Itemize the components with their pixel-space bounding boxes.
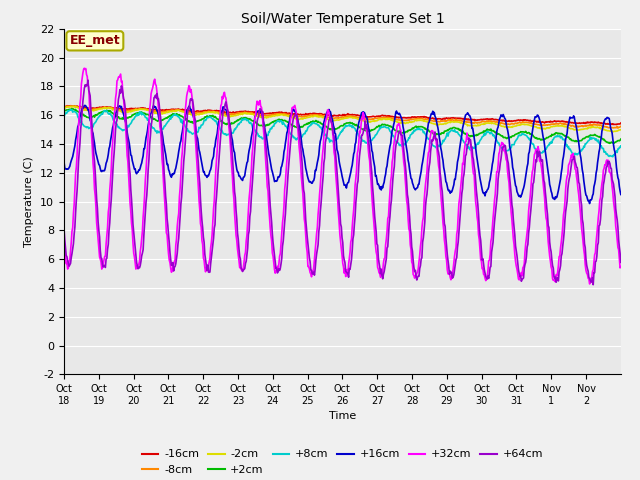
-2cm xyxy=(432,121,440,127)
-2cm xyxy=(70,103,78,109)
+32cm xyxy=(126,200,134,206)
Line: -2cm: -2cm xyxy=(64,106,621,132)
-2cm xyxy=(228,113,236,119)
+2cm xyxy=(432,131,440,137)
-8cm xyxy=(60,105,68,110)
-8cm xyxy=(617,123,625,129)
+8cm xyxy=(126,121,134,127)
+8cm xyxy=(60,114,68,120)
-16cm xyxy=(401,115,408,120)
Line: +16cm: +16cm xyxy=(64,106,621,204)
-16cm xyxy=(612,122,620,128)
+64cm xyxy=(126,171,134,177)
+8cm xyxy=(256,134,264,140)
+64cm xyxy=(228,154,236,159)
+32cm xyxy=(228,174,236,180)
+2cm xyxy=(126,114,134,120)
+64cm xyxy=(60,226,68,231)
+32cm xyxy=(256,97,264,103)
Line: +64cm: +64cm xyxy=(64,80,621,285)
+8cm xyxy=(67,107,74,112)
-2cm xyxy=(60,105,68,111)
-2cm xyxy=(617,127,625,132)
-8cm xyxy=(401,118,408,123)
Line: +32cm: +32cm xyxy=(64,68,621,284)
Y-axis label: Temperature (C): Temperature (C) xyxy=(24,156,35,247)
+16cm xyxy=(81,103,89,108)
+32cm xyxy=(617,264,625,270)
+16cm xyxy=(60,159,68,165)
+2cm xyxy=(606,141,614,146)
+8cm xyxy=(609,154,617,160)
Line: -8cm: -8cm xyxy=(64,106,621,128)
-8cm xyxy=(277,111,285,117)
+16cm xyxy=(617,192,625,197)
+32cm xyxy=(586,281,593,287)
-8cm xyxy=(228,111,236,117)
+2cm xyxy=(60,109,68,115)
+64cm xyxy=(277,261,285,266)
-8cm xyxy=(67,103,74,109)
Line: -16cm: -16cm xyxy=(64,106,621,125)
+2cm xyxy=(68,106,76,111)
+64cm xyxy=(84,77,92,83)
-2cm xyxy=(277,112,285,118)
+16cm xyxy=(432,115,440,121)
-2cm xyxy=(256,114,264,120)
+64cm xyxy=(256,106,264,111)
+8cm xyxy=(432,144,440,150)
-16cm xyxy=(617,120,625,126)
-8cm xyxy=(614,125,621,131)
+2cm xyxy=(617,136,625,142)
+16cm xyxy=(256,108,264,113)
Text: EE_met: EE_met xyxy=(70,35,120,48)
-8cm xyxy=(256,112,264,118)
+64cm xyxy=(401,155,408,160)
+64cm xyxy=(432,137,440,143)
+2cm xyxy=(228,120,236,126)
+16cm xyxy=(228,137,236,143)
X-axis label: Time: Time xyxy=(329,411,356,421)
-8cm xyxy=(126,108,134,113)
-8cm xyxy=(432,119,440,124)
+2cm xyxy=(401,130,408,135)
+16cm xyxy=(277,165,285,170)
+16cm xyxy=(401,133,408,139)
-2cm xyxy=(610,129,618,134)
-16cm xyxy=(228,110,236,116)
-16cm xyxy=(256,110,264,116)
+32cm xyxy=(401,164,408,170)
+8cm xyxy=(228,131,236,136)
-16cm xyxy=(126,106,134,111)
-16cm xyxy=(63,103,71,108)
+2cm xyxy=(277,118,285,123)
+8cm xyxy=(277,118,285,123)
+8cm xyxy=(401,142,408,148)
+2cm xyxy=(256,122,264,128)
-16cm xyxy=(432,116,440,121)
-2cm xyxy=(126,108,134,114)
+16cm xyxy=(126,146,134,152)
Line: +2cm: +2cm xyxy=(64,108,621,144)
-16cm xyxy=(277,109,285,115)
+32cm xyxy=(81,65,88,71)
Line: +8cm: +8cm xyxy=(64,109,621,157)
-16cm xyxy=(60,104,68,109)
+32cm xyxy=(432,135,440,141)
+32cm xyxy=(277,240,285,246)
+16cm xyxy=(586,201,593,206)
Title: Soil/Water Temperature Set 1: Soil/Water Temperature Set 1 xyxy=(241,12,444,26)
+8cm xyxy=(617,143,625,149)
+64cm xyxy=(589,282,597,288)
+32cm xyxy=(60,245,68,251)
-2cm xyxy=(401,120,408,126)
Legend: -16cm, -8cm, -2cm, +2cm, +8cm, +16cm, +32cm, +64cm: -16cm, -8cm, -2cm, +2cm, +8cm, +16cm, +3… xyxy=(138,445,547,480)
+64cm xyxy=(617,260,625,265)
